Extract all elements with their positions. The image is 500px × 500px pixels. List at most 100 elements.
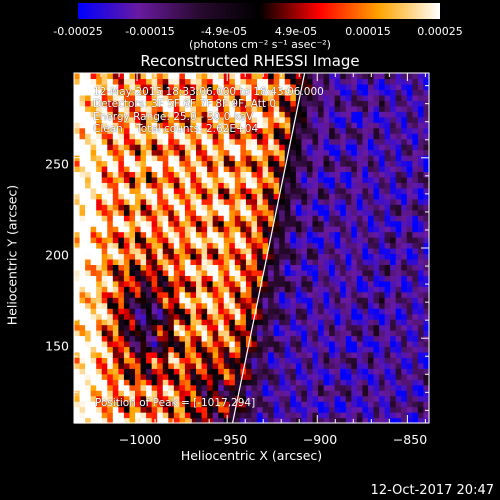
heatmap-cell xyxy=(323,357,330,364)
heatmap-cell xyxy=(229,286,236,293)
heatmap-cell xyxy=(190,122,197,129)
heatmap-cell xyxy=(268,89,275,96)
heatmap-cell xyxy=(123,171,131,178)
heatmap-cell xyxy=(334,138,341,145)
heatmap-cell xyxy=(273,83,280,91)
heatmap-cell xyxy=(284,144,291,151)
heatmap-cell xyxy=(273,390,280,397)
heatmap-cell xyxy=(268,379,275,386)
heatmap-cell xyxy=(417,379,425,386)
heatmap-cell xyxy=(229,362,236,369)
heatmap-cell xyxy=(295,335,303,342)
heatmap-cell xyxy=(101,319,108,326)
heatmap-cell xyxy=(168,368,175,375)
heatmap-cell xyxy=(412,105,419,112)
heatmap-cell xyxy=(334,275,341,282)
heatmap-cell xyxy=(384,269,391,276)
heatmap-cell xyxy=(423,187,430,194)
heatmap-cell xyxy=(179,330,186,337)
heatmap-cell xyxy=(201,220,208,227)
heatmap-cell xyxy=(101,406,108,413)
heatmap-cell xyxy=(212,171,219,178)
heatmap-cell xyxy=(301,395,308,402)
heatmap-cell xyxy=(301,286,308,293)
heatmap-cell xyxy=(262,220,269,227)
heatmap-cell xyxy=(79,297,86,304)
heatmap-cell xyxy=(318,198,325,205)
heatmap-cell xyxy=(240,83,247,91)
heatmap-cell xyxy=(323,237,330,244)
heatmap-cell xyxy=(423,116,430,123)
heatmap-cell xyxy=(229,264,236,271)
heatmap-cell xyxy=(384,78,391,85)
heatmap-cell xyxy=(268,122,275,129)
heatmap-cell xyxy=(379,193,386,200)
heatmap-cell xyxy=(245,149,253,156)
heatmap-cell xyxy=(146,176,153,183)
heatmap-cell xyxy=(85,89,92,96)
heatmap-cell xyxy=(412,220,419,227)
heatmap-cell xyxy=(356,368,364,375)
heatmap-cell xyxy=(395,144,402,151)
heatmap-cell xyxy=(162,253,169,260)
heatmap-cell xyxy=(329,231,336,238)
heatmap-cell xyxy=(162,187,169,194)
heatmap-cell xyxy=(179,412,186,419)
heatmap-cell xyxy=(245,275,253,282)
heatmap-cell xyxy=(262,193,269,200)
heatmap-cell xyxy=(112,362,119,369)
heatmap-cell xyxy=(257,412,264,419)
heatmap-cell xyxy=(323,313,330,320)
heatmap-cell xyxy=(318,395,325,402)
heatmap-cell xyxy=(295,368,303,375)
heatmap-cell xyxy=(379,78,386,85)
heatmap-cell xyxy=(351,165,358,173)
heatmap-cell xyxy=(190,313,197,320)
heatmap-cell xyxy=(101,302,108,309)
heatmap-cell xyxy=(362,165,369,173)
heatmap-cell xyxy=(240,127,247,134)
heatmap-cell xyxy=(395,231,402,238)
heatmap-cell xyxy=(351,215,358,222)
heatmap-cell xyxy=(184,187,192,194)
heatmap-cell xyxy=(179,171,186,178)
heatmap-cell xyxy=(135,182,142,189)
heatmap-cell xyxy=(367,149,375,156)
heatmap-cell xyxy=(90,182,97,189)
heatmap-cell xyxy=(135,171,142,178)
heatmap-cell xyxy=(123,324,131,331)
heatmap-cell xyxy=(356,379,364,386)
heatmap-cell xyxy=(190,291,197,298)
heatmap-cell xyxy=(362,264,369,271)
heatmap-cell xyxy=(85,116,92,123)
heatmap-cell xyxy=(74,384,81,391)
heatmap-cell xyxy=(107,302,114,309)
heatmap-cell xyxy=(234,220,242,227)
heatmap-cell xyxy=(257,231,264,238)
heatmap-cell xyxy=(123,215,131,222)
heatmap-cell xyxy=(295,242,303,249)
heatmap-cell xyxy=(168,133,175,140)
heatmap-cell xyxy=(101,144,108,151)
heatmap-cell xyxy=(356,116,364,123)
heatmap-cell xyxy=(423,297,430,304)
heatmap-cell xyxy=(323,258,330,266)
heatmap-cell xyxy=(234,83,242,91)
heatmap-cell xyxy=(201,176,208,183)
heatmap-cell xyxy=(406,133,413,140)
heatmap-cell xyxy=(356,248,364,255)
heatmap-cell xyxy=(123,100,131,107)
heatmap-cell xyxy=(157,275,164,282)
heatmap-cell xyxy=(74,297,81,304)
heatmap-cell xyxy=(384,390,391,397)
heatmap-cell xyxy=(223,357,230,364)
heatmap-cell xyxy=(218,111,225,118)
heatmap-cell xyxy=(362,83,369,91)
heatmap-cell xyxy=(301,231,308,238)
heatmap-cell xyxy=(201,83,208,91)
heatmap-cell xyxy=(207,280,214,287)
heatmap-cell xyxy=(340,193,347,200)
heatmap-cell xyxy=(223,220,230,227)
heatmap-cell xyxy=(207,248,214,255)
heatmap-cell xyxy=(107,155,114,162)
